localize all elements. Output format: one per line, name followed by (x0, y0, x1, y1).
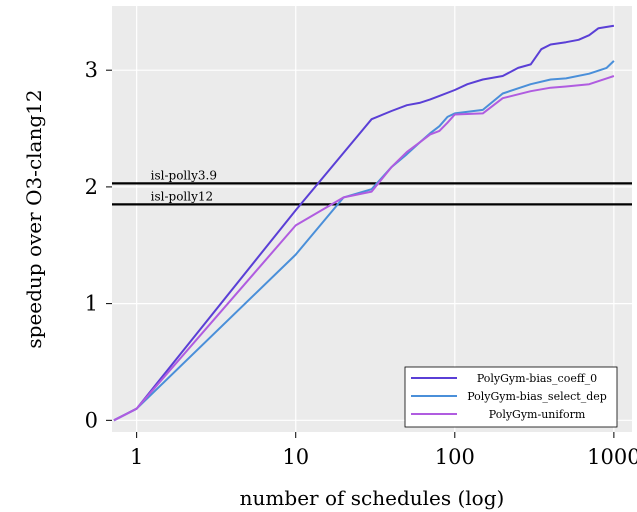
x-tick-label: 10 (282, 445, 309, 469)
tick-labels: 1 10 100 1000 0 1 2 3 (85, 58, 637, 469)
x-axis-title: number of schedules (log) (240, 486, 505, 510)
plot-background (112, 6, 632, 432)
x-tick-label: 1000 (587, 445, 637, 469)
series-line (113, 75, 615, 422)
legend-label: PolyGym-uniform (489, 408, 586, 421)
series-line (113, 24, 615, 422)
legend-label: PolyGym-bias_select_dep (467, 390, 607, 403)
y-tick-label: 0 (85, 408, 98, 432)
reference-line-label: isl-polly3.9 (151, 168, 217, 182)
legend-label: PolyGym-bias_coeff_0 (477, 372, 597, 385)
y-tick-label: 2 (85, 175, 98, 199)
legend: PolyGym-bias_coeff_0 PolyGym-bias_select_… (404, 366, 618, 428)
y-axis-title: speedup over O3-clang12 (22, 89, 46, 348)
x-tick-label: 100 (435, 445, 475, 469)
x-tick-label: 1 (130, 445, 143, 469)
y-tick-label: 1 (85, 292, 98, 316)
series-lines (113, 24, 615, 422)
reference-lines: isl-polly3.9 isl-polly12 (112, 168, 632, 206)
y-tick-label: 3 (85, 58, 98, 82)
reference-line-label: isl-polly12 (151, 189, 214, 203)
